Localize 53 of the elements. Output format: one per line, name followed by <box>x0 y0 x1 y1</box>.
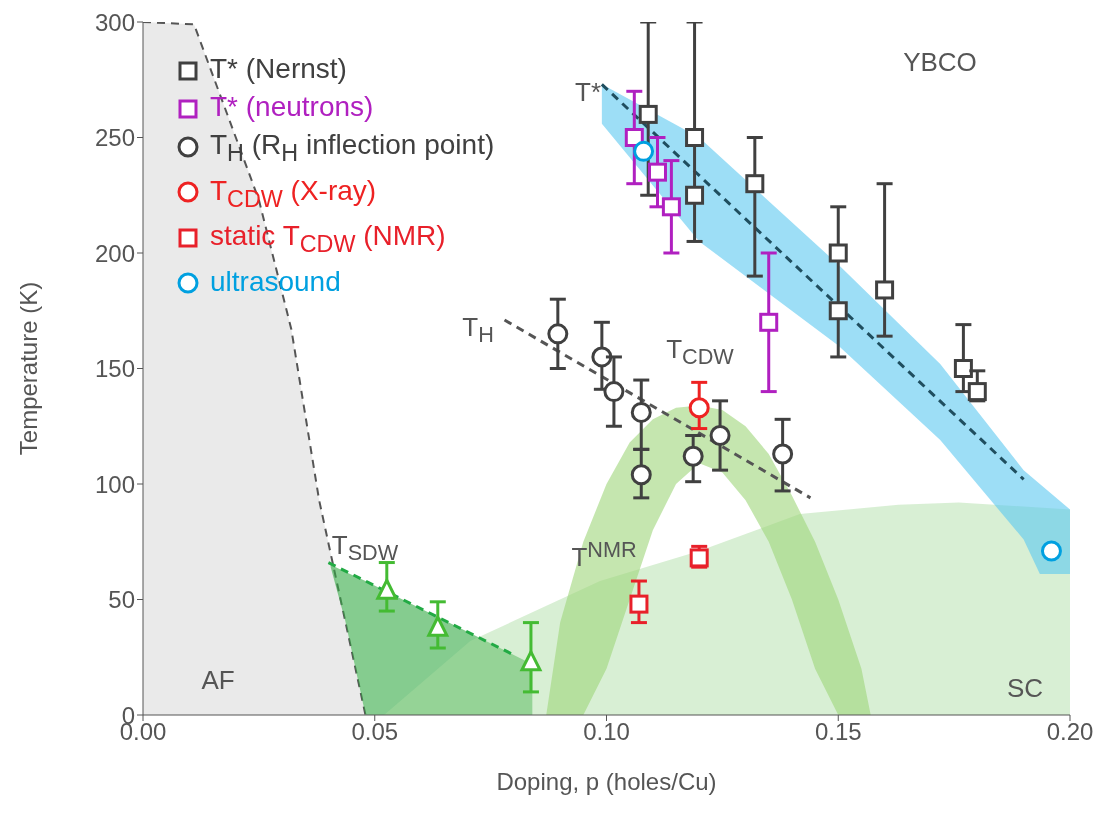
point <box>682 445 704 467</box>
annotation: T$_{SDW}$ <box>331 529 399 567</box>
point <box>591 346 613 368</box>
y-tick-label: 100 <box>94 470 135 498</box>
legend-label: ultrasound <box>210 265 341 297</box>
y-tick-label: 250 <box>94 124 135 152</box>
annotation: SC <box>1006 672 1044 704</box>
point <box>547 323 569 345</box>
point <box>520 650 542 672</box>
point <box>709 424 731 446</box>
y-tick-label: 300 <box>94 8 135 36</box>
point <box>376 578 398 600</box>
point <box>688 397 710 419</box>
x-tick-label: 0.05 <box>351 718 399 746</box>
y-tick-label: 150 <box>94 355 135 383</box>
legend-label: static T$_{CDW}$ (NMR) <box>210 220 446 257</box>
legend-label: T* (Nernst) <box>210 53 347 84</box>
x-tick-label: 0.10 <box>583 718 630 746</box>
x-axis-title: Doping, p (holes/Cu) <box>496 768 717 795</box>
x-tick-label: 0.20 <box>1046 718 1094 746</box>
point <box>629 594 649 614</box>
point <box>685 128 705 147</box>
point <box>630 464 652 486</box>
annotation: AF <box>201 664 235 696</box>
y-tick-label: 200 <box>94 239 135 267</box>
point <box>603 381 625 403</box>
y-axis-title: Temperature (K) <box>14 281 42 456</box>
point <box>685 185 705 205</box>
legend-label: T$_{CDW}$ (X-ray) <box>210 174 377 212</box>
point <box>427 615 449 637</box>
annotation: T* <box>575 76 601 108</box>
point <box>624 128 644 147</box>
point <box>967 382 987 402</box>
x-tick-label: 0.15 <box>814 718 862 746</box>
point <box>633 140 655 162</box>
point <box>647 162 667 182</box>
point <box>875 280 895 300</box>
annotation: YBCO <box>903 46 977 78</box>
point <box>953 359 973 378</box>
annotation: T$_{H}$ <box>462 311 494 349</box>
legend-label: T* (neutrons) <box>210 91 374 122</box>
point <box>828 243 848 263</box>
point <box>1040 540 1062 562</box>
y-tick-label: 50 <box>108 586 135 614</box>
point <box>630 401 652 423</box>
point <box>828 301 848 321</box>
annotation: T$_{CDW}$ <box>666 333 734 371</box>
point <box>661 197 681 217</box>
point <box>759 312 779 332</box>
point <box>745 174 765 194</box>
legend-label: T$_{H}$ (R$_{H}$ inflection point) <box>210 129 495 166</box>
point <box>772 443 794 465</box>
point <box>638 104 658 124</box>
